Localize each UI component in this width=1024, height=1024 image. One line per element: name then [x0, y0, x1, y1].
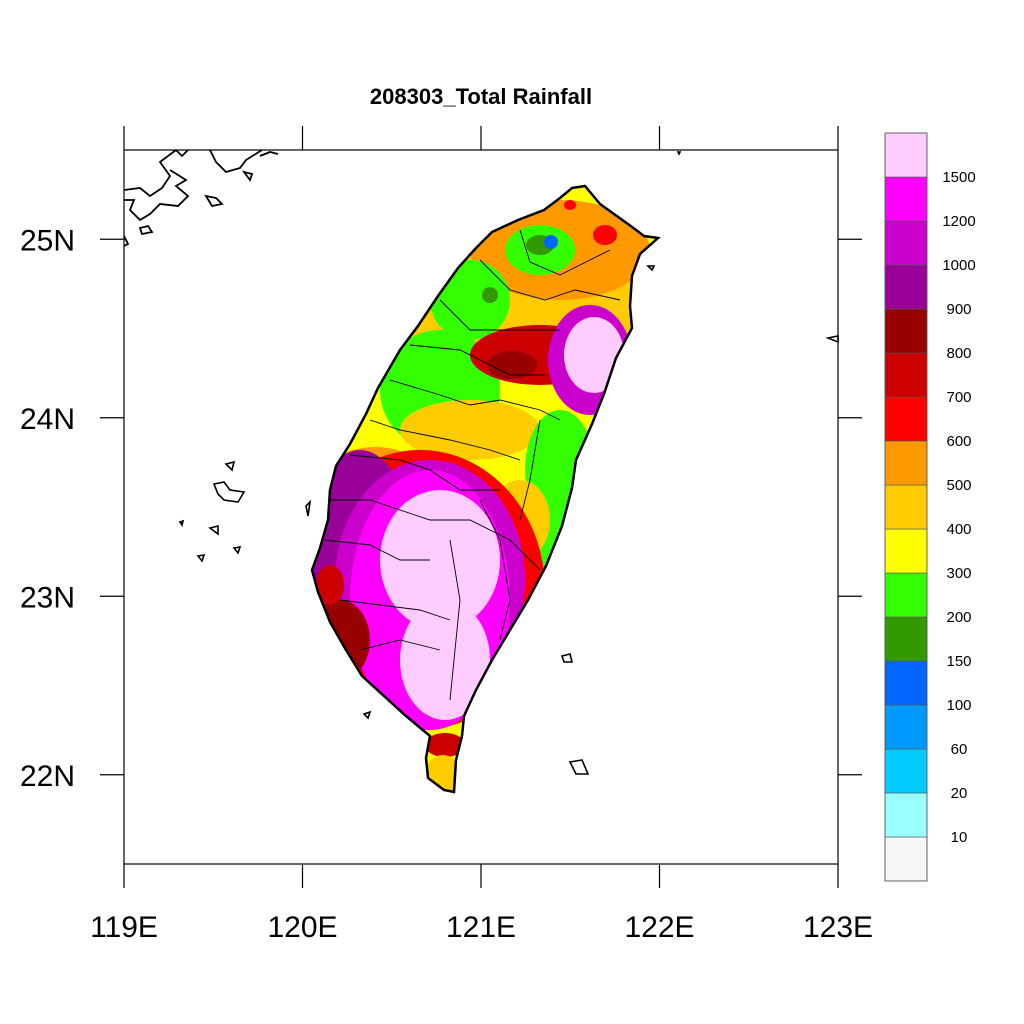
- colorbar-swatch: [884, 660, 928, 706]
- county-boundaries: [324, 229, 621, 701]
- colorbar-label: 20: [951, 785, 968, 802]
- x-tick-label: 121E: [446, 911, 516, 944]
- colorbar-label: 1000: [942, 257, 975, 274]
- colorbar-label: 600: [946, 433, 971, 450]
- colorbar-swatch: [884, 616, 928, 662]
- y-tick-label: 23N: [20, 581, 75, 614]
- colorbar-label: 1200: [942, 213, 975, 230]
- colorbar-swatch: [884, 396, 928, 442]
- colorbar-label: 60: [951, 741, 968, 758]
- outlying-islands: [362, 151, 839, 775]
- colorbar-label: 1500: [942, 169, 975, 186]
- colorbar-swatch: [884, 484, 928, 530]
- y-tick-label: 22N: [20, 760, 75, 793]
- colorbar-swatch: [884, 440, 928, 486]
- x-tick-label: 122E: [624, 911, 694, 944]
- colorbar-swatch: [884, 836, 928, 882]
- colorbar: 10 20 60 100 150 200 300 400 500 600 700 800 900 1000…: [884, 132, 976, 882]
- colorbar-label: 400: [946, 521, 971, 538]
- colorbar-swatch: [884, 528, 928, 574]
- colorbar-swatch: [884, 704, 928, 750]
- penghu-islands: [178, 460, 312, 563]
- colorbar-label: 150: [946, 653, 971, 670]
- colorbar-label: 100: [946, 697, 971, 714]
- colorbar-label: 700: [946, 389, 971, 406]
- colorbar-frame: [884, 132, 928, 882]
- x-tick-label: 119E: [90, 911, 158, 944]
- colorbar-swatch: [884, 352, 928, 398]
- colorbar-swatch: [884, 792, 928, 838]
- colorbar-label: 200: [946, 609, 971, 626]
- x-tick-label: 120E: [267, 911, 337, 944]
- colorbar-swatch: [884, 132, 928, 178]
- colorbar-swatch: [884, 572, 928, 618]
- taiwan-coastline: [310, 184, 661, 794]
- colorbar-label: 10: [951, 829, 968, 846]
- colorbar-label: 800: [946, 345, 971, 362]
- colorbar-label: 500: [946, 477, 971, 494]
- colorbar-label: 300: [946, 565, 971, 582]
- colorbar-label: 900: [946, 301, 971, 318]
- y-tick-label: 24N: [20, 403, 75, 436]
- colorbar-swatch: [884, 220, 928, 266]
- colorbar-swatch: [884, 308, 928, 354]
- colorbar-swatch: [884, 748, 928, 794]
- colorbar-swatch: [884, 176, 928, 222]
- y-tick-label: 25N: [20, 224, 75, 257]
- map-axes: 119E 120E 121E 122E 123E 22N 23N 24N 25N: [20, 126, 873, 944]
- colorbar-swatch: [884, 264, 928, 310]
- x-tick-label: 123E: [803, 911, 873, 944]
- map-title: 208303_Total Rainfall: [369, 84, 593, 109]
- mainland-coastline: [123, 149, 279, 247]
